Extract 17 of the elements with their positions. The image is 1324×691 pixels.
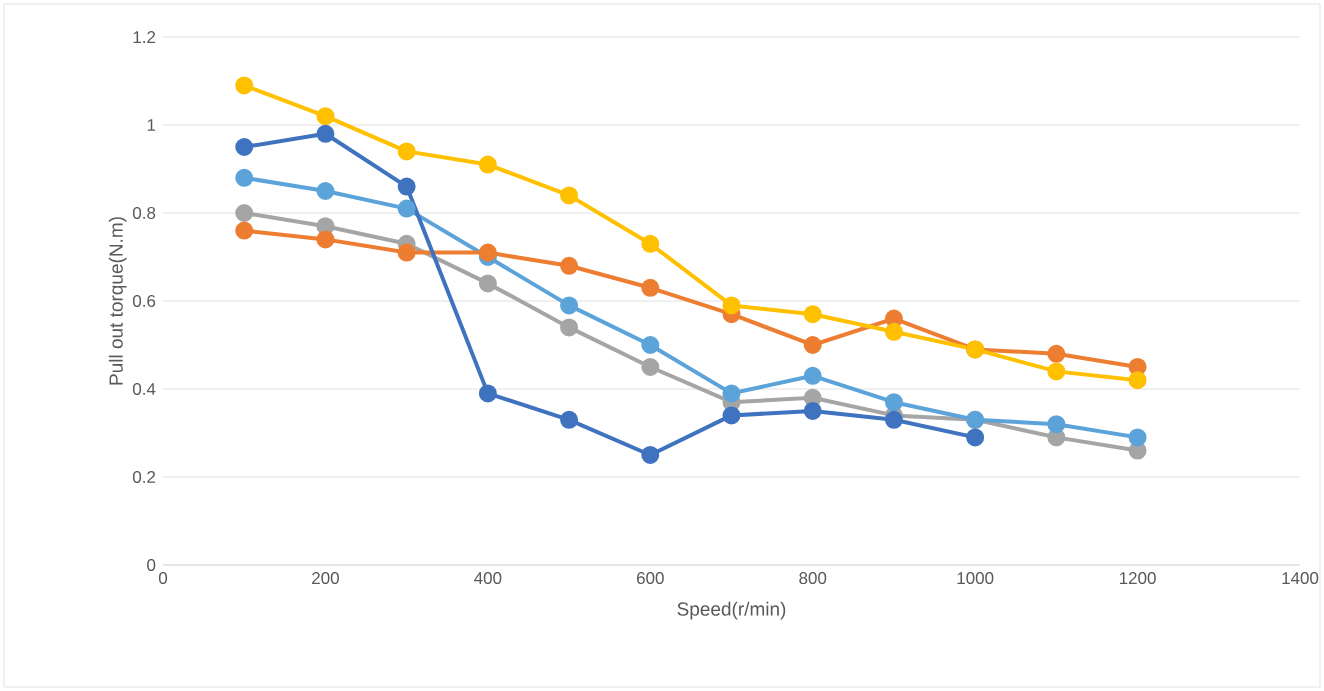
x-axis-title: Speed(r/min) [677,601,786,620]
y-axis-title: Pull out torque(N.m) [108,217,127,385]
x-tick-label: 1000 [957,572,994,585]
y-tick-label: 1.2 [133,31,156,43]
x-tick-label: 1200 [1119,572,1156,585]
y-tick-label: 0 [147,558,156,571]
y-tick-label: 0.8 [132,206,156,219]
x-tick-label: 400 [474,572,502,585]
y-tick-label: 0.2 [132,470,156,483]
x-tick-label: 0 [158,572,168,585]
x-tick-label: 600 [636,572,664,585]
x-tick-label: 1400 [1282,572,1319,585]
y-tick-label: 0.6 [132,294,156,307]
x-tick-label: 800 [799,572,827,585]
x-tick-label: 200 [312,572,339,585]
y-tick-label: 0.4 [132,382,156,395]
y-tick-label: 1 [147,119,156,131]
